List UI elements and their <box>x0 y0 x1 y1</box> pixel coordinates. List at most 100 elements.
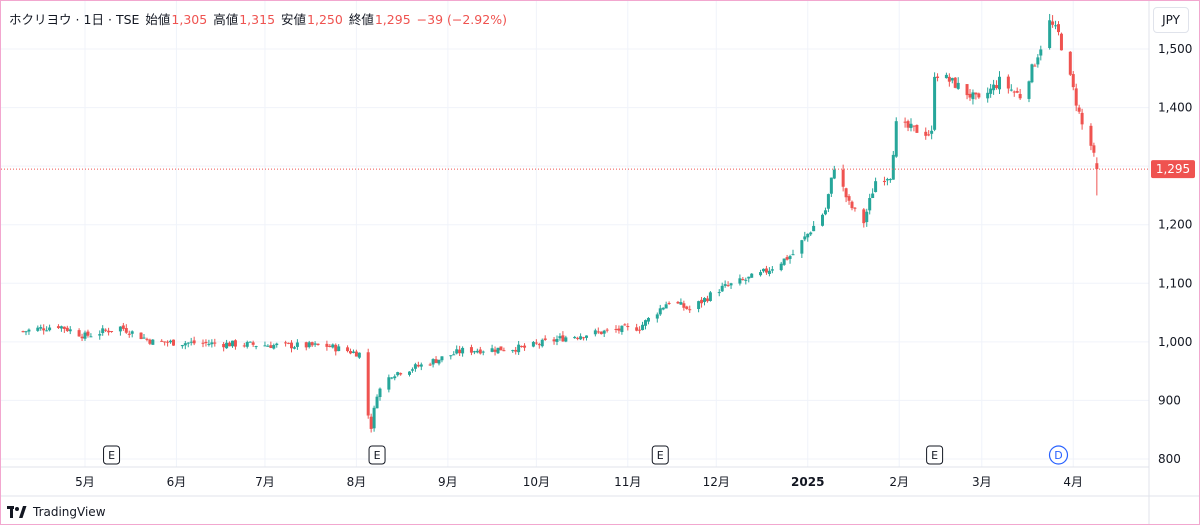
candle-body[interactable] <box>667 302 671 304</box>
candle-body[interactable] <box>953 77 957 88</box>
candle-body[interactable] <box>110 331 114 333</box>
candle-body[interactable] <box>393 376 397 379</box>
candle-body[interactable] <box>1048 20 1052 49</box>
candle-body[interactable] <box>888 179 892 181</box>
candle-body[interactable] <box>868 198 872 211</box>
candle-body[interactable] <box>151 339 155 345</box>
candle-body[interactable] <box>269 345 273 348</box>
candle-body[interactable] <box>956 82 960 89</box>
candle-body[interactable] <box>517 344 521 353</box>
candle-body[interactable] <box>65 327 69 331</box>
candle-body[interactable] <box>614 328 618 330</box>
candle-body[interactable] <box>720 285 724 292</box>
candle-body[interactable] <box>204 341 208 344</box>
candle-body[interactable] <box>396 372 400 376</box>
candle-body[interactable] <box>933 76 937 130</box>
candle-body[interactable] <box>703 297 706 302</box>
candle-body[interactable] <box>1039 49 1043 56</box>
candle-body[interactable] <box>142 337 146 339</box>
candle-body[interactable] <box>688 309 692 311</box>
candle-body[interactable] <box>89 336 93 338</box>
candle-body[interactable] <box>770 269 774 271</box>
candle-body[interactable] <box>263 345 267 347</box>
candle-body[interactable] <box>520 346 524 348</box>
candle-body[interactable] <box>121 325 125 329</box>
candle-body[interactable] <box>98 334 102 336</box>
candle-body[interactable] <box>729 283 733 286</box>
candle-body[interactable] <box>68 329 72 332</box>
candle-body[interactable] <box>390 377 394 379</box>
candle-body[interactable] <box>788 256 792 259</box>
candle-body[interactable] <box>626 326 630 328</box>
candle-body[interactable] <box>558 336 562 339</box>
candle-body[interactable] <box>764 268 768 273</box>
candle-body[interactable] <box>747 276 751 279</box>
candle-body[interactable] <box>930 130 934 134</box>
candle-body[interactable] <box>894 121 898 157</box>
candle-body[interactable] <box>906 121 910 128</box>
candle-body[interactable] <box>80 336 84 339</box>
candle-body[interactable] <box>800 240 804 254</box>
candle-body[interactable] <box>56 326 60 328</box>
candle-body[interactable] <box>375 396 379 409</box>
candle-body[interactable] <box>965 84 969 96</box>
candle-body[interactable] <box>1071 74 1075 88</box>
candle-body[interactable] <box>514 349 518 352</box>
candle-body[interactable] <box>186 342 190 344</box>
candle-body[interactable] <box>561 335 565 342</box>
candle-body[interactable] <box>947 76 951 82</box>
candle-body[interactable] <box>750 273 754 278</box>
candle-body[interactable] <box>974 92 978 95</box>
candle-body[interactable] <box>284 342 288 344</box>
candle-body[interactable] <box>909 123 913 128</box>
candle-body[interactable] <box>452 354 456 356</box>
candle-body[interactable] <box>599 331 603 335</box>
earnings-marker[interactable] <box>368 445 386 465</box>
candle-body[interactable] <box>455 349 459 354</box>
candle-body[interactable] <box>313 343 317 345</box>
candle-body[interactable] <box>357 352 361 358</box>
candle-body[interactable] <box>213 342 217 344</box>
candle-body[interactable] <box>936 76 940 78</box>
candle-body[interactable] <box>104 329 108 331</box>
candle-body[interactable] <box>829 177 833 194</box>
candle-body[interactable] <box>490 348 494 352</box>
candle-body[interactable] <box>231 340 234 347</box>
candle-body[interactable] <box>850 201 854 209</box>
candle-body[interactable] <box>552 339 556 342</box>
candle-body[interactable] <box>189 341 193 343</box>
candle-body[interactable] <box>944 74 948 79</box>
candle-body[interactable] <box>847 196 851 201</box>
candle-body[interactable] <box>1033 65 1037 67</box>
candle-body[interactable] <box>679 302 683 305</box>
candle-body[interactable] <box>351 351 355 353</box>
candle-body[interactable] <box>242 345 246 347</box>
candle-body[interactable] <box>502 350 506 352</box>
candle-body[interactable] <box>478 349 482 354</box>
candle-body[interactable] <box>1080 112 1084 125</box>
candle-body[interactable] <box>251 342 255 345</box>
candle-body[interactable] <box>779 263 783 271</box>
candle-body[interactable] <box>617 328 621 331</box>
symbol-name[interactable]: ホクリヨウ <box>9 12 72 27</box>
candle-body[interactable] <box>596 331 600 333</box>
candle-body[interactable] <box>331 344 335 348</box>
candle-body[interactable] <box>885 179 889 181</box>
candle-body[interactable] <box>416 364 420 367</box>
candle-body[interactable] <box>145 338 149 340</box>
candle-body[interactable] <box>481 351 485 353</box>
candle-body[interactable] <box>290 342 293 349</box>
candle-body[interactable] <box>511 350 515 352</box>
candle-body[interactable] <box>971 92 975 100</box>
candle-body[interactable] <box>767 270 771 274</box>
candle-body[interactable] <box>874 181 878 193</box>
candle-body[interactable] <box>638 329 642 331</box>
candle-body[interactable] <box>641 324 645 331</box>
candle-body[interactable] <box>841 169 845 187</box>
candle-body[interactable] <box>832 169 836 179</box>
candle-body[interactable] <box>1059 33 1063 51</box>
candle-body[interactable] <box>871 193 875 198</box>
candle-body[interactable] <box>201 342 205 344</box>
candle-body[interactable] <box>823 210 827 215</box>
